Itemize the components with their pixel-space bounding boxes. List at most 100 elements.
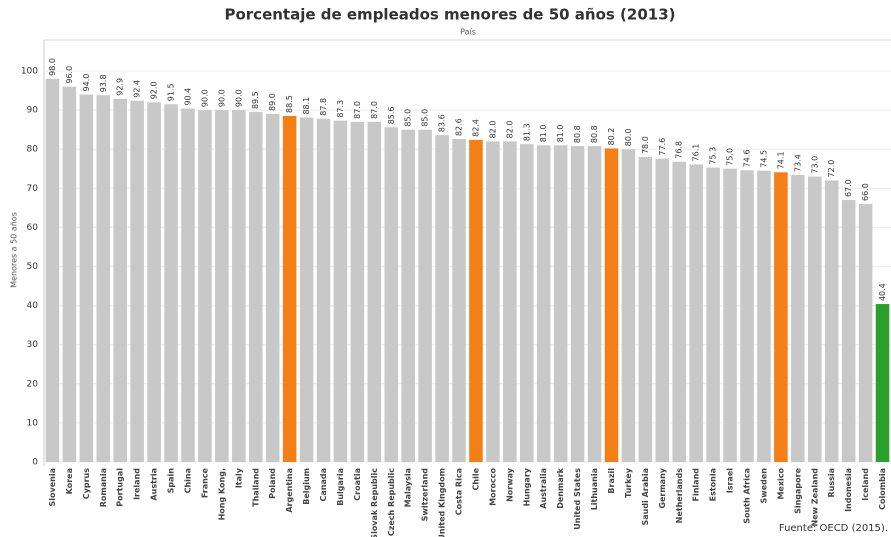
x-tick-label: France <box>200 467 209 498</box>
x-tick-label: New Zealand <box>810 468 819 527</box>
x-tick-label: Morocco <box>488 468 497 506</box>
y-axis-label: Menores a 50 años <box>10 212 19 288</box>
x-tick-label: Singapore <box>793 467 802 513</box>
value-label: 89.0 <box>268 93 277 111</box>
x-tick-label: Bulgaria <box>336 468 345 506</box>
x-tick-label: Romania <box>99 468 108 507</box>
value-label: 82.0 <box>488 121 497 139</box>
x-tick-label: Canada <box>319 468 328 502</box>
value-label: 82.4 <box>471 119 480 137</box>
bar <box>587 146 602 462</box>
bar <box>164 104 178 463</box>
value-label: 76.8 <box>675 141 684 159</box>
bar <box>774 172 788 463</box>
x-tick-label: Denmark <box>556 467 565 508</box>
value-label: 87.8 <box>319 98 328 116</box>
bar <box>570 146 585 462</box>
x-tick-label: Indonesia <box>844 468 853 512</box>
x-tick-label: United Kingdom <box>438 468 447 537</box>
bar <box>418 129 432 462</box>
x-tick-label: Slovenia <box>48 468 57 506</box>
x-axis-label: País <box>460 28 476 37</box>
value-label: 81.0 <box>556 124 565 142</box>
bar <box>130 100 144 462</box>
bar <box>113 98 128 463</box>
value-label: 90.0 <box>234 89 243 107</box>
x-tick-label: Hungary <box>522 467 531 506</box>
y-tick-label: 50 <box>27 262 39 272</box>
bar <box>248 112 263 463</box>
bar <box>215 110 229 462</box>
y-tick-label: 60 <box>27 223 39 233</box>
value-label: 91.5 <box>167 83 176 101</box>
value-label: 83.6 <box>438 114 447 132</box>
x-tick-label: Mexico <box>776 468 785 500</box>
bar <box>791 175 805 463</box>
value-label: 92.0 <box>150 81 159 99</box>
x-tick-label: Portugal <box>116 468 125 507</box>
x-tick-label: Russia <box>827 468 836 498</box>
value-label: 72.0 <box>827 160 836 178</box>
bar <box>858 203 873 462</box>
x-tick-label: United States <box>573 468 582 530</box>
bar <box>723 168 737 462</box>
bar <box>62 86 77 462</box>
x-tick-label: Norway <box>505 467 514 502</box>
bar <box>401 129 415 462</box>
bar <box>807 176 822 462</box>
bar <box>757 170 771 462</box>
y-tick-label: 30 <box>27 340 39 350</box>
x-tick-label: Hong Kong, <box>217 468 226 520</box>
y-tick-label: 40 <box>27 301 39 311</box>
value-label: 81.3 <box>522 123 531 141</box>
value-label: 74.6 <box>743 150 752 168</box>
value-label: 67.0 <box>844 179 853 197</box>
y-tick-label: 80 <box>27 145 39 155</box>
y-tick-label: 20 <box>27 379 39 389</box>
bar <box>841 200 856 462</box>
x-tick-label: Brazil <box>607 468 616 494</box>
bar <box>672 161 687 462</box>
bar <box>79 94 94 463</box>
value-label: 73.4 <box>793 154 802 172</box>
x-tick-label: Finland <box>692 468 701 502</box>
value-label: 98.0 <box>48 58 57 76</box>
x-tick-label: Ireland <box>133 468 142 500</box>
bar <box>367 121 382 462</box>
bar <box>299 117 314 463</box>
x-tick-label: Austria <box>150 468 159 501</box>
bar <box>265 114 280 462</box>
bar <box>435 135 449 462</box>
x-tick-label: Israel <box>726 468 735 494</box>
x-tick-label: Iceland <box>861 468 870 501</box>
bar <box>824 180 839 463</box>
value-label: 87.0 <box>370 101 379 119</box>
x-tick-label: Croatia <box>353 468 362 501</box>
x-tick-label: Poland <box>268 468 277 499</box>
value-label: 94.0 <box>82 74 91 92</box>
bar <box>604 148 619 462</box>
bar <box>621 149 636 462</box>
value-label: 87.0 <box>353 101 362 119</box>
bar <box>536 145 551 463</box>
value-label: 40.4 <box>878 283 887 301</box>
bar <box>384 127 399 462</box>
value-label: 75.3 <box>709 147 718 165</box>
value-label: 75.0 <box>726 148 735 166</box>
value-label: 88.5 <box>285 95 294 113</box>
value-label: 96.0 <box>65 66 74 84</box>
y-tick-label: 70 <box>27 184 39 194</box>
bar <box>689 164 703 462</box>
bar <box>655 158 670 463</box>
bar <box>198 110 212 462</box>
bar <box>316 118 331 463</box>
value-label: 80.8 <box>590 125 599 143</box>
x-tick-label: Australia <box>539 468 548 509</box>
x-tick-label: Czech Republic <box>387 468 396 536</box>
bar <box>232 110 246 462</box>
value-label: 92.9 <box>116 78 125 96</box>
x-tick-label: Slovak Republic <box>370 468 379 537</box>
value-label: 80.2 <box>607 128 616 146</box>
x-tick-label: Netherlands <box>675 468 684 524</box>
